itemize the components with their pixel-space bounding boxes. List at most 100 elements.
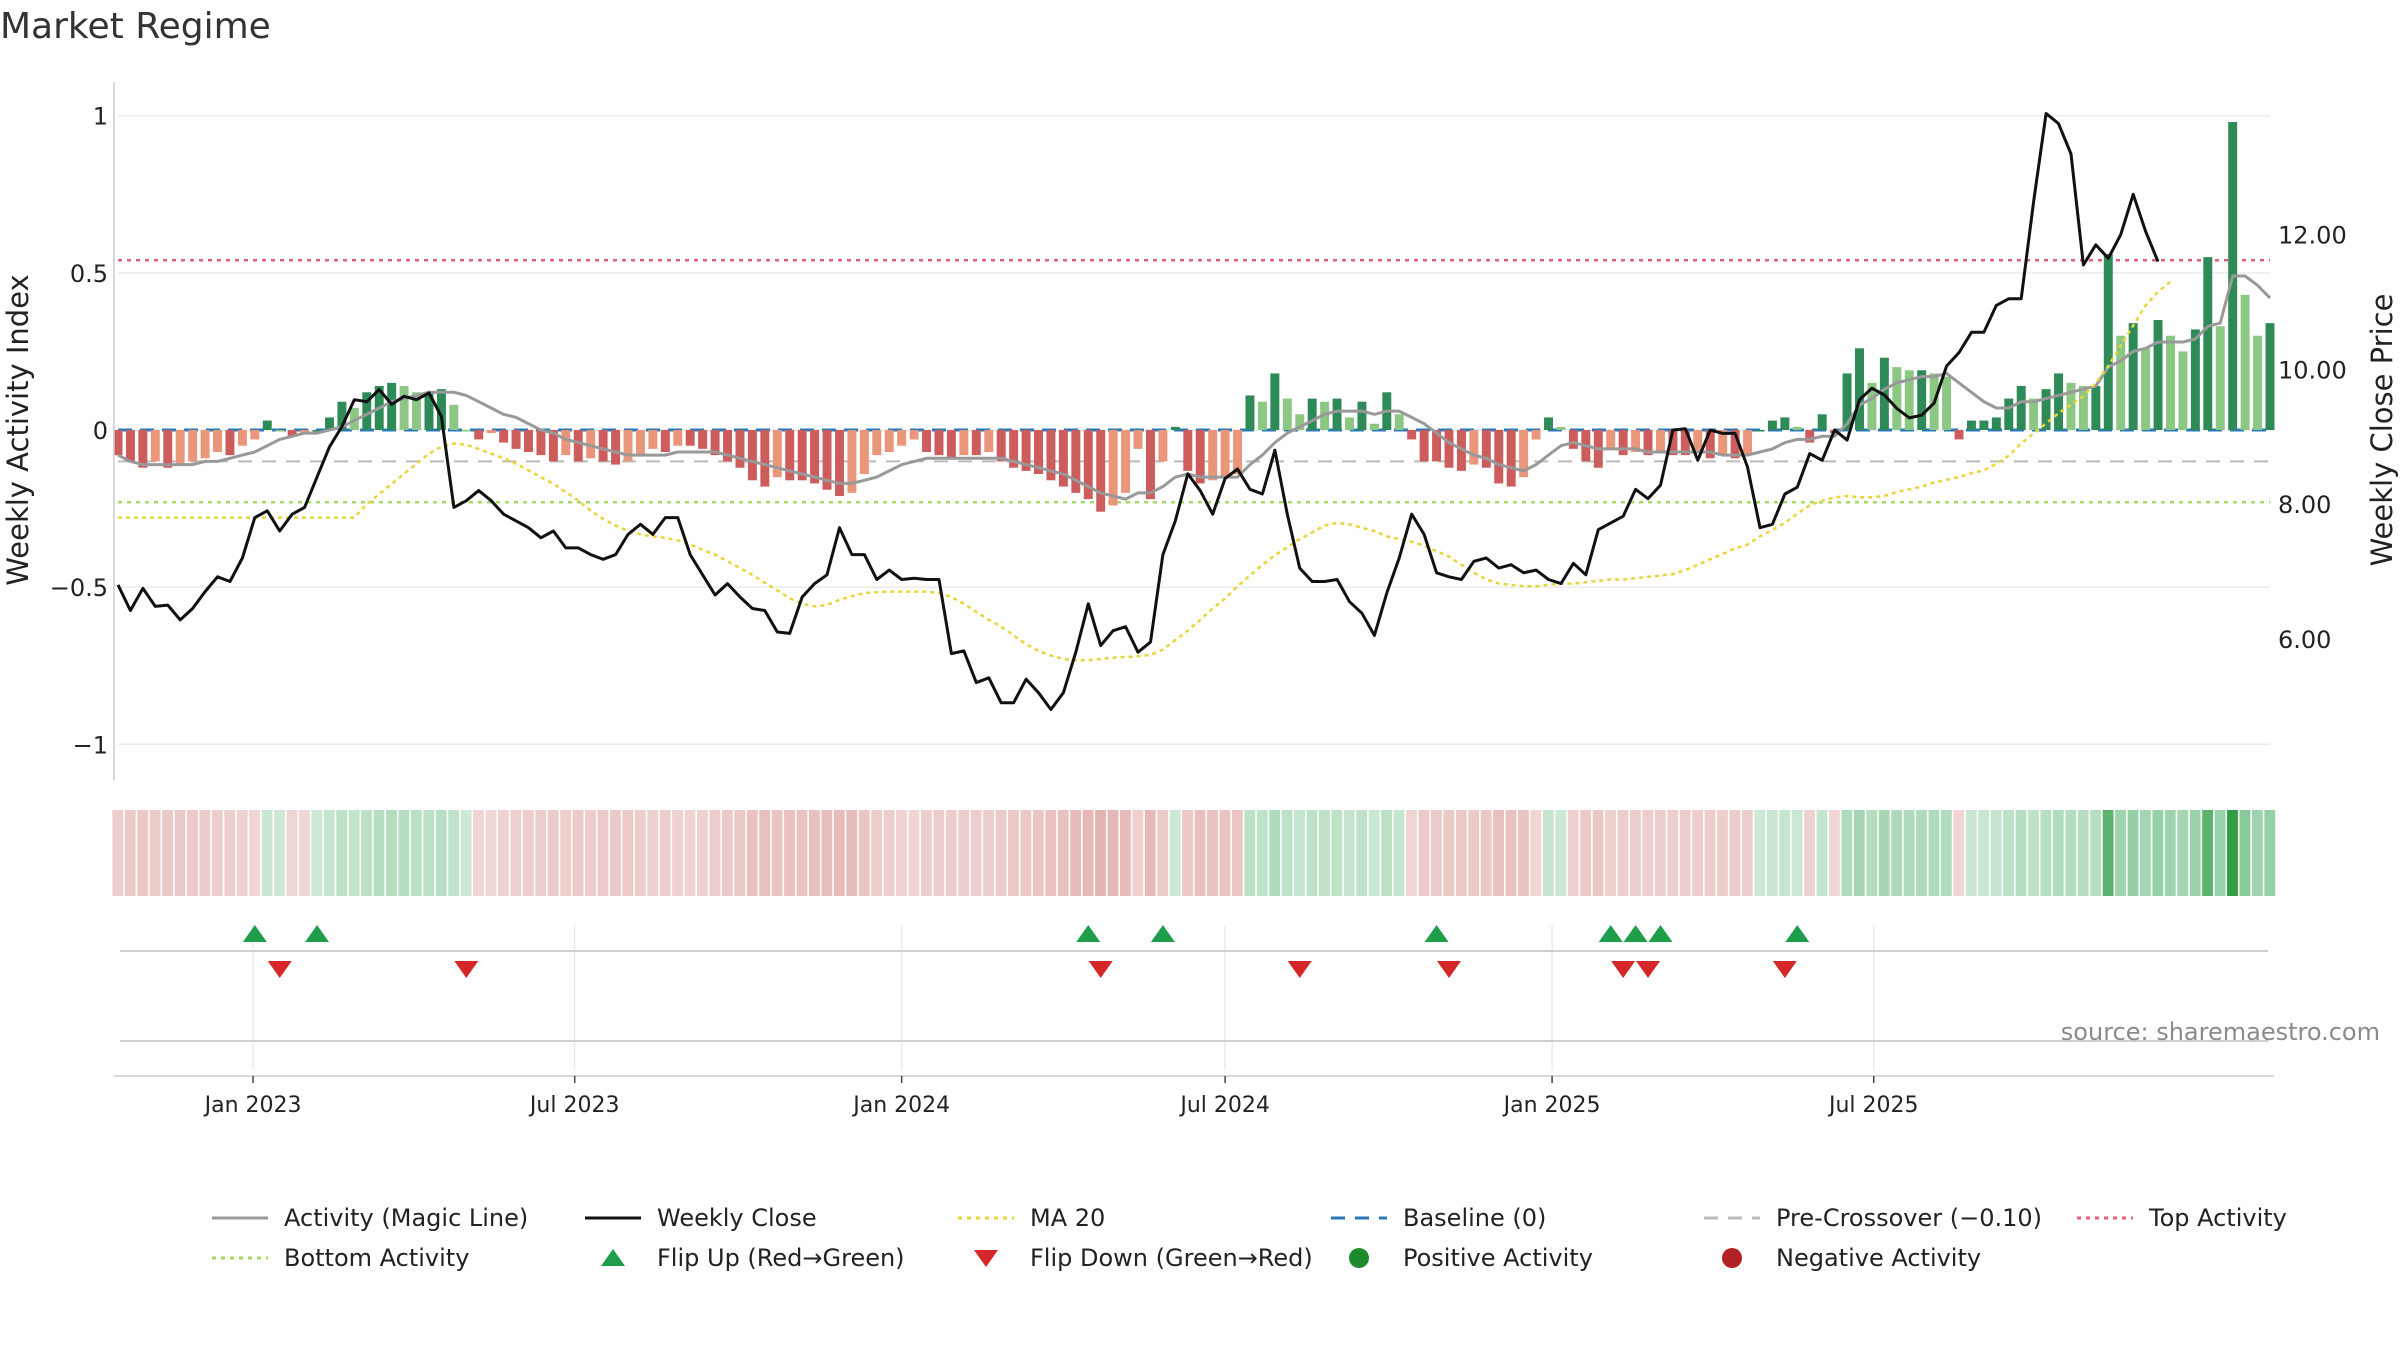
heat-cell <box>1244 810 1256 896</box>
activity-bar <box>150 430 160 462</box>
heat-cell <box>1791 810 1803 896</box>
activity-bar <box>200 430 210 459</box>
activity-bar <box>138 430 148 468</box>
activity-bar <box>2128 323 2138 430</box>
activity-bar <box>2054 373 2064 430</box>
heat-cell <box>361 810 373 896</box>
activity-bar <box>2078 386 2088 430</box>
activity-bar <box>872 430 882 456</box>
activity-bar <box>1083 430 1093 500</box>
heat-cell <box>1878 810 1890 896</box>
activity-bar <box>822 430 832 490</box>
flip-down-marker <box>1772 961 1797 978</box>
activity-bar <box>1444 430 1454 468</box>
legend-label: Weekly Close <box>657 1204 817 1232</box>
flip-down-marker <box>1287 961 1312 978</box>
activity-bar <box>2153 320 2163 430</box>
heat-cell <box>858 810 870 896</box>
activity-bar <box>1743 430 1753 456</box>
heat-cell <box>1493 810 1504 896</box>
activity-bar <box>250 430 260 440</box>
heat-cell <box>435 810 447 896</box>
heat-cell <box>734 810 746 896</box>
heat-cell <box>1779 810 1791 896</box>
activity-bar <box>1693 430 1703 452</box>
activity-bar <box>2203 257 2213 430</box>
heat-cell <box>1294 810 1305 896</box>
heat-cell <box>2003 810 2014 896</box>
x-tick-label: Jul 2024 <box>1178 1093 1270 1118</box>
activity-bar <box>2215 326 2225 430</box>
activity-bar <box>1108 430 1118 506</box>
activity-bar <box>1568 430 1578 449</box>
activity-bar <box>536 430 546 456</box>
activity-bar <box>623 430 633 462</box>
activity-bar <box>461 430 471 432</box>
heat-cell <box>547 810 559 896</box>
activity-bar <box>685 430 695 446</box>
heat-cell <box>162 810 173 896</box>
heat-cell <box>348 810 360 896</box>
activity-bar <box>2029 398 2039 430</box>
activity-bars <box>113 122 2275 512</box>
flip-up-marker <box>1424 925 1449 942</box>
heat-cell <box>1891 810 1903 896</box>
flip-down-marker <box>454 961 479 978</box>
heat-cell <box>236 810 248 896</box>
legend: Activity (Magic Line) Weekly Close MA 20 Ba… <box>210 1204 2360 1272</box>
heat-cell <box>373 810 385 896</box>
heat-cell <box>808 810 820 896</box>
flip-up-marker <box>1648 925 1673 942</box>
heat-cell <box>1008 810 1019 896</box>
activity-bar <box>1842 373 1852 430</box>
activity-bar <box>673 430 683 446</box>
activity-bar <box>984 430 994 452</box>
activity-bar <box>648 430 658 449</box>
flip-up-marker <box>1785 925 1810 942</box>
activity-bar <box>1009 430 1019 468</box>
heat-cell <box>1990 810 2002 896</box>
activity-bar <box>586 430 596 459</box>
activity-bar <box>1655 430 1665 452</box>
legend-swatch-dot <box>1329 1245 1389 1271</box>
heat-cell <box>2102 810 2114 896</box>
activity-bar <box>1917 370 1927 430</box>
legend-swatch-line <box>210 1205 270 1231</box>
legend-swatch-tri-down <box>956 1245 1016 1271</box>
activity-bar <box>1817 414 1827 430</box>
activity-bar <box>262 420 272 430</box>
activity-bar <box>499 430 509 443</box>
activity-bar <box>387 382 397 430</box>
heat-cell <box>821 810 833 896</box>
legend-label: MA 20 <box>1030 1204 1106 1232</box>
heat-cell <box>634 810 646 896</box>
heat-cell <box>1940 810 1952 896</box>
chart-title: Market Regime <box>0 6 271 47</box>
heat-cell <box>1331 810 1343 896</box>
flip-up-marker <box>1150 925 1175 942</box>
heat-cell <box>1381 810 1393 896</box>
activity-bar <box>1631 430 1641 452</box>
heat-cell <box>1916 810 1927 896</box>
activity-bar <box>1034 430 1043 474</box>
activity-bar <box>934 430 944 456</box>
activity-bar <box>1046 430 1056 481</box>
heat-cell <box>2065 810 2077 896</box>
activity-bar <box>760 430 770 487</box>
activity-bar <box>1208 430 1218 481</box>
activity-bar <box>1357 401 1367 430</box>
heat-cell <box>721 810 733 896</box>
heat-cell <box>522 810 534 896</box>
heat-cell <box>1530 810 1542 896</box>
activity-bar <box>1618 430 1628 456</box>
activity-bar <box>1332 398 1342 430</box>
heat-cell <box>2127 810 2139 896</box>
legend-label: Negative Activity <box>1776 1244 1982 1272</box>
activity-heat-strip <box>112 810 2276 896</box>
heat-cell <box>137 810 149 896</box>
flip-down-marker <box>1611 961 1636 978</box>
heat-cell <box>1455 810 1467 896</box>
heat-cell <box>1829 810 1840 896</box>
source-note: source: sharemaestro.com <box>2061 1018 2380 1046</box>
activity-bar <box>909 430 919 440</box>
